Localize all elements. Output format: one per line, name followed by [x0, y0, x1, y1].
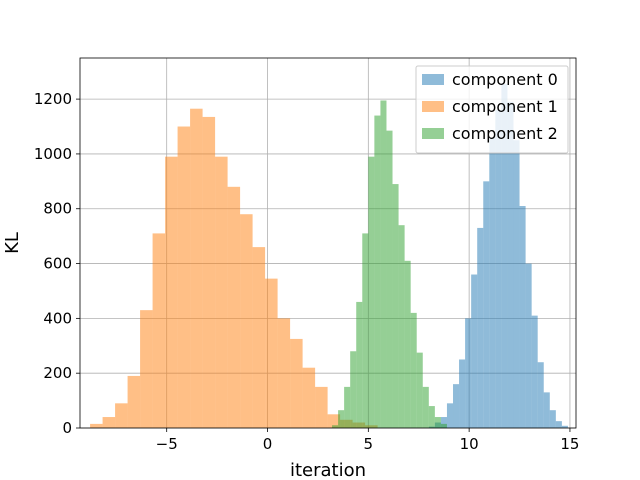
y-tick-label: 200 — [43, 364, 72, 382]
histogram-bar — [422, 386, 429, 428]
histogram-bar — [368, 156, 375, 428]
legend-box — [415, 65, 569, 154]
histogram-bar — [416, 352, 423, 428]
bars — [90, 84, 568, 429]
histogram-bar — [165, 156, 178, 428]
histogram-bar — [471, 274, 478, 428]
histogram-bar — [127, 375, 141, 428]
histogram-bar — [152, 233, 166, 428]
histogram-bar — [315, 386, 328, 428]
x-axis-ticks: −5 0 5 10 15 — [156, 428, 579, 453]
histogram-bar — [277, 318, 291, 428]
histogram-bar — [440, 417, 447, 428]
x-tick-label: −5 — [156, 435, 178, 453]
histogram-bar — [434, 417, 441, 428]
histogram-bar — [525, 263, 532, 428]
histogram-bar — [202, 116, 216, 428]
legend: component 0 component 1 component 2 — [415, 65, 569, 154]
x-tick-label: 0 — [263, 435, 273, 453]
histogram-bar — [465, 318, 472, 428]
legend-swatch — [422, 101, 444, 112]
histogram-bar — [495, 110, 502, 429]
histogram-bar — [386, 130, 393, 428]
plot-frame — [79, 57, 577, 429]
histogram-bar — [561, 425, 568, 428]
x-tick-label: 15 — [560, 435, 579, 453]
histogram-bar — [302, 367, 316, 428]
histogram-bar — [327, 414, 341, 428]
histogram-bar — [215, 156, 228, 428]
y-tick-label: 400 — [43, 309, 72, 327]
histogram-bar — [338, 410, 345, 428]
legend-label: component 0 — [452, 70, 558, 89]
histogram-bar — [555, 421, 562, 428]
y-tick-label: 800 — [43, 200, 72, 218]
histogram-bar — [543, 392, 550, 428]
y-tick-label: 1000 — [34, 145, 72, 163]
histogram-bar — [380, 100, 387, 429]
histogram-bar — [90, 423, 103, 428]
histogram-bar — [453, 384, 460, 428]
histogram-bar — [410, 312, 417, 428]
histogram-bar — [265, 278, 278, 428]
histogram-bar — [513, 140, 520, 428]
histogram-bar — [537, 362, 544, 428]
histogram-bar — [440, 423, 447, 428]
histogram-bar — [374, 115, 381, 429]
x-tick-label: 10 — [460, 435, 479, 453]
x-axis-label: iteration — [290, 460, 366, 480]
histogram-bar — [428, 406, 435, 428]
histogram-bar — [392, 184, 399, 428]
histogram-bar — [446, 403, 454, 428]
histogram-bar — [332, 425, 339, 428]
y-tick-label: 600 — [43, 255, 72, 273]
y-axis-ticks: 0 200 400 600 800 1000 1200 — [34, 90, 80, 437]
histogram-bar — [177, 126, 191, 428]
histogram-bar — [227, 186, 241, 428]
histogram-bar — [115, 403, 128, 428]
histogram-bar — [350, 351, 357, 428]
histogram-bar — [501, 84, 508, 428]
histogram-bar — [140, 310, 153, 428]
histogram-bar — [290, 338, 303, 428]
histogram-bar — [252, 247, 266, 428]
legend-label: component 1 — [452, 97, 558, 116]
histogram-bar — [507, 101, 514, 428]
y-axis-label: KL — [2, 232, 23, 254]
histogram-bar — [398, 225, 405, 428]
x-tick-label: 5 — [364, 435, 374, 453]
legend-swatch — [422, 128, 444, 139]
histogram-bar — [362, 233, 369, 428]
histogram-bar — [356, 301, 363, 428]
histogram-bar — [531, 315, 538, 428]
histogram-bar — [483, 181, 490, 428]
histogram-bar — [240, 214, 253, 428]
histogram-bar — [519, 206, 526, 428]
legend-swatch — [422, 74, 444, 85]
histogram-bar — [404, 260, 411, 428]
series-1-bars — [90, 108, 378, 428]
histogram-bar — [102, 417, 116, 428]
y-tick-label: 1200 — [34, 90, 72, 108]
histogram-bar — [190, 108, 203, 428]
y-tick-label: 0 — [62, 419, 72, 437]
series-2-bars — [332, 100, 447, 429]
histogram-bar — [477, 227, 484, 428]
histogram-bar — [489, 137, 496, 428]
histogram-bar — [549, 410, 556, 428]
legend-label: component 2 — [452, 124, 558, 143]
histogram-bar — [459, 359, 466, 428]
histogram-bar — [344, 386, 351, 428]
